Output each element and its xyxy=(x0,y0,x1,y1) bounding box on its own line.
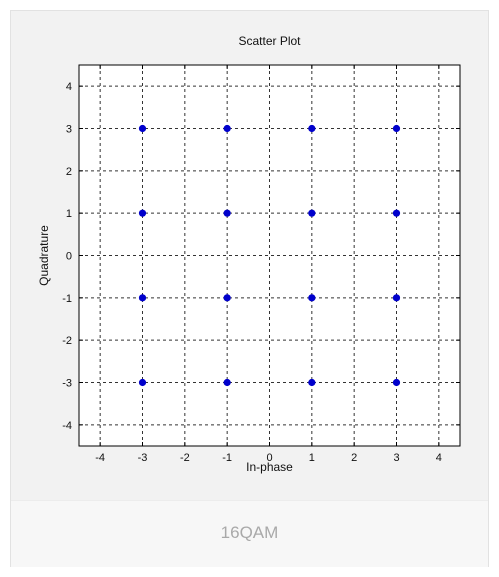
y-tick-label: 3 xyxy=(66,124,72,136)
data-point xyxy=(223,124,231,133)
y-axis-label: Quadrature xyxy=(37,225,51,286)
y-tick-label: 0 xyxy=(66,251,72,263)
data-points xyxy=(138,124,401,387)
chart-title: Scatter Plot xyxy=(238,34,301,48)
x-tick-label: 3 xyxy=(393,452,399,464)
x-tick-label: 2 xyxy=(351,452,357,464)
x-tick-label: 0 xyxy=(266,452,272,464)
data-point xyxy=(392,124,401,133)
data-point xyxy=(308,209,316,217)
x-tick-label: 1 xyxy=(309,452,315,464)
figure-caption: 16QAM xyxy=(220,523,279,542)
x-tick-label: 4 xyxy=(436,452,442,464)
data-point xyxy=(138,294,147,302)
data-point xyxy=(138,209,147,217)
data-point xyxy=(308,294,316,302)
x-tick-label: -4 xyxy=(95,452,105,464)
x-tick-label: -1 xyxy=(222,452,232,464)
y-tick-label: -4 xyxy=(62,420,72,432)
y-tick-label: -3 xyxy=(62,378,72,390)
x-tick-label: -3 xyxy=(138,452,148,464)
y-tick-label: 1 xyxy=(66,208,72,220)
data-point xyxy=(392,209,401,217)
y-tick-label: 2 xyxy=(66,166,72,178)
y-tick-label: -2 xyxy=(62,335,72,347)
data-point xyxy=(223,209,231,217)
y-tick-label: 4 xyxy=(66,81,72,93)
data-point xyxy=(392,294,401,302)
data-point xyxy=(223,294,231,302)
x-tick-label: -2 xyxy=(180,452,190,464)
data-point xyxy=(308,124,316,133)
caption-band: 16QAM xyxy=(11,500,488,567)
data-point xyxy=(223,378,231,387)
x-axis-label: In-phase xyxy=(246,460,293,474)
data-point xyxy=(308,378,316,387)
axis-ticks: -4 -3 -2 -1 0 1 2 3 4 -4 -3 -2 -1 0 1 2 3 4 xyxy=(62,65,460,464)
data-point xyxy=(138,378,147,387)
data-point xyxy=(138,124,147,133)
plot-figure: -4 -3 -2 -1 0 1 2 3 4 -4 -3 -2 -1 0 1 2 3 4 Scatter Plot … xyxy=(11,11,488,500)
plot-area xyxy=(79,65,460,446)
figure-card: -4 -3 -2 -1 0 1 2 3 4 -4 -3 -2 -1 0 1 2 3 4 Scatter Plot … xyxy=(10,10,489,567)
y-tick-label: -1 xyxy=(62,293,72,305)
data-point xyxy=(392,378,401,387)
